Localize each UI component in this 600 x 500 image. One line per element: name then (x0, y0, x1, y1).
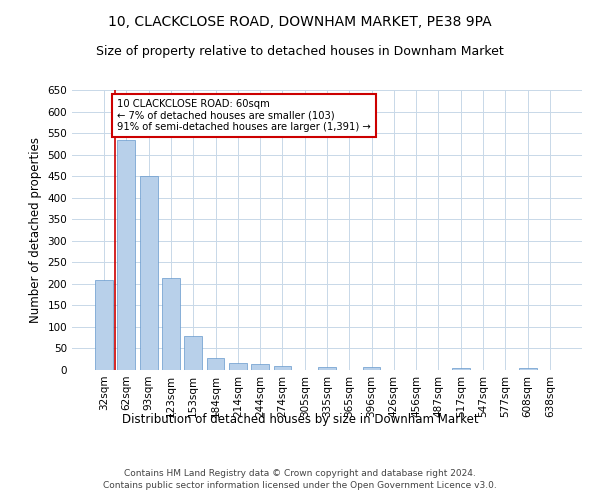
Bar (162, 278, 180, 370)
Bar (452, 368, 470, 370)
Bar (184, 336, 202, 370)
Text: Size of property relative to detached houses in Downham Market: Size of property relative to detached ho… (96, 45, 504, 58)
Bar (318, 366, 336, 370)
Bar (362, 367, 380, 370)
Bar (229, 363, 247, 370)
Bar (118, 140, 136, 370)
Bar (140, 176, 158, 370)
Text: 10, CLACKCLOSE ROAD, DOWNHAM MARKET, PE38 9PA: 10, CLACKCLOSE ROAD, DOWNHAM MARKET, PE3… (108, 15, 492, 29)
Bar (206, 358, 224, 370)
Bar (518, 368, 536, 370)
Text: Distribution of detached houses by size in Downham Market: Distribution of detached houses by size … (122, 412, 478, 426)
Bar (274, 366, 292, 370)
Bar (95, 280, 113, 370)
Text: Contains HM Land Registry data © Crown copyright and database right 2024.
Contai: Contains HM Land Registry data © Crown c… (103, 468, 497, 490)
Y-axis label: Number of detached properties: Number of detached properties (29, 137, 42, 323)
Text: 10 CLACKCLOSE ROAD: 60sqm
← 7% of detached houses are smaller (103)
91% of semi-: 10 CLACKCLOSE ROAD: 60sqm ← 7% of detach… (118, 98, 371, 132)
Bar (251, 364, 269, 370)
